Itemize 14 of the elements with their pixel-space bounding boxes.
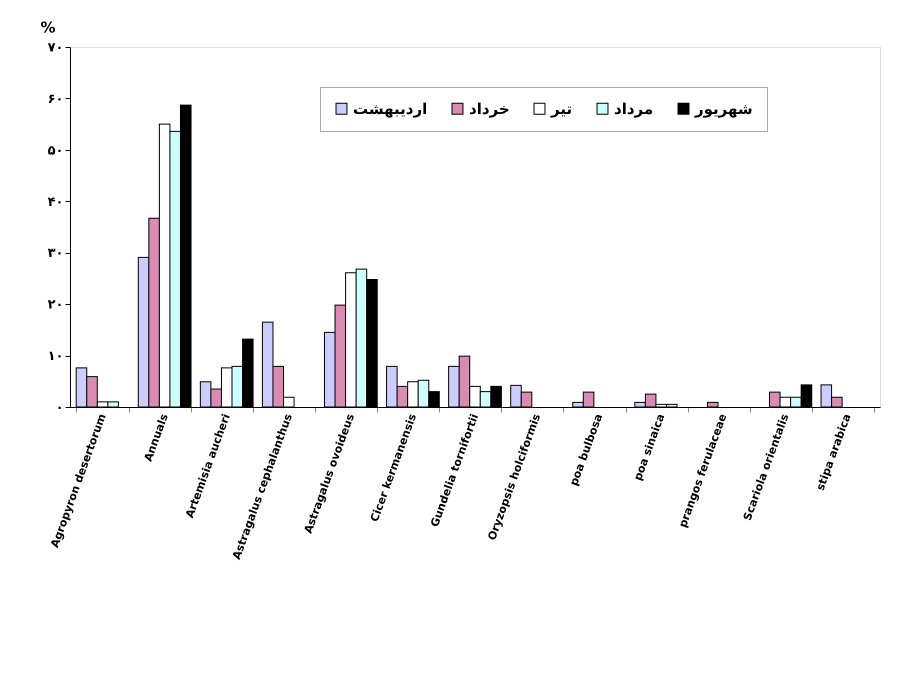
y-tick-label: ۶۰ (48, 92, 64, 107)
legend-label: شهریور (694, 100, 753, 118)
y-axis-title: % (40, 18, 56, 36)
y-tick-label: ۰ (56, 400, 64, 416)
y-tick-label: ۵۰ (48, 143, 64, 158)
y-tick-label: ۲۰ (48, 298, 64, 313)
y-tick-label: ۳۰ (48, 246, 64, 262)
legend-label: تیر (550, 100, 572, 118)
legend-label: خرداد (469, 100, 510, 118)
y-tick-label: ۷۰ (48, 40, 64, 56)
legend-label: مرداد (614, 100, 654, 118)
y-tick-label: ۱۰ (48, 349, 64, 364)
y-tick-label: ۴۰ (48, 194, 64, 210)
legend-label: اردیبهشت (353, 100, 428, 118)
